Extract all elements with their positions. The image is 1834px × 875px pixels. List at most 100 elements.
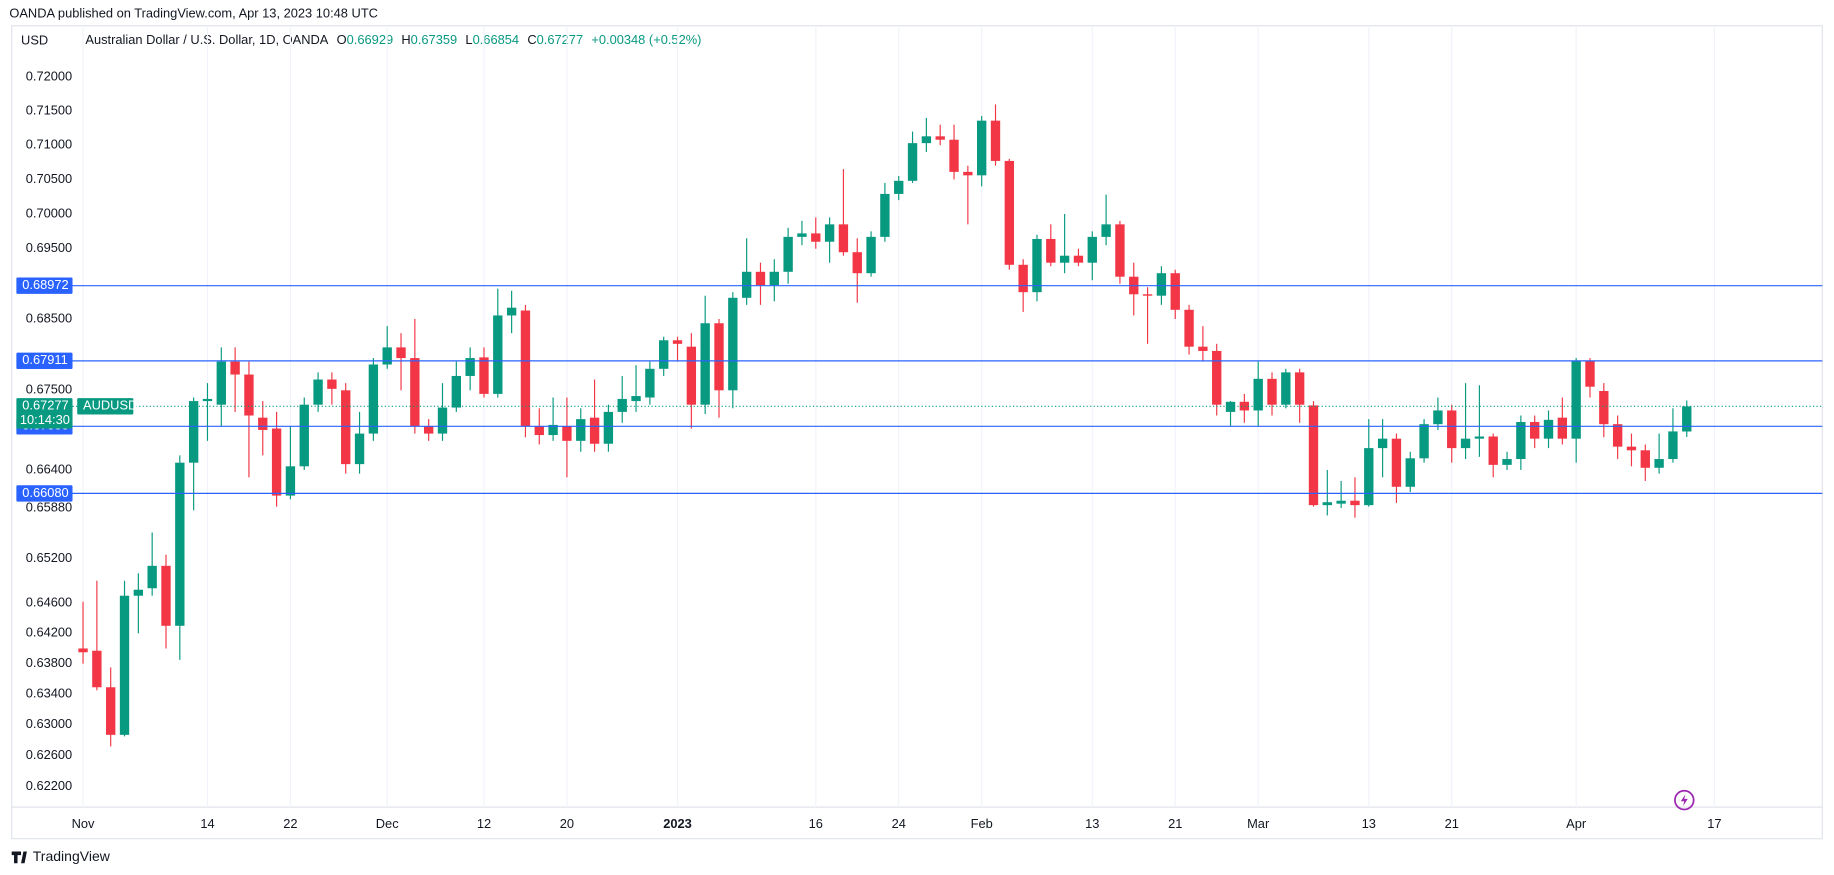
y-tick-label: 0.64600 bbox=[26, 595, 72, 610]
candle-body bbox=[1198, 346, 1208, 351]
price-label-box bbox=[16, 352, 73, 370]
candle-body bbox=[741, 271, 752, 298]
candle-body bbox=[1474, 436, 1485, 439]
candle-body bbox=[1308, 405, 1319, 506]
candle-body bbox=[1184, 309, 1194, 347]
y-tick-label: 0.70000 bbox=[26, 205, 72, 220]
brand-name: TradingView bbox=[33, 848, 111, 864]
candle-body bbox=[1419, 424, 1429, 459]
x-tick-label: 21 bbox=[1445, 816, 1459, 831]
candle-body bbox=[382, 347, 392, 365]
candle-body bbox=[271, 428, 282, 496]
y-tick-label: 0.63400 bbox=[26, 686, 72, 701]
candle-body bbox=[92, 650, 102, 688]
alert-icon[interactable] bbox=[1674, 789, 1695, 811]
candle-body bbox=[603, 411, 614, 444]
candle-body bbox=[907, 143, 918, 181]
candle-body bbox=[714, 323, 724, 391]
x-tick-label: 12 bbox=[477, 816, 491, 831]
candle-body bbox=[824, 224, 835, 242]
candle-body bbox=[935, 136, 945, 140]
price-label: 0.68972 bbox=[22, 277, 68, 292]
candle-body bbox=[852, 252, 862, 274]
candle-body bbox=[506, 307, 517, 316]
candle-body bbox=[396, 347, 406, 359]
candle-body bbox=[963, 171, 973, 176]
candle-body bbox=[880, 193, 890, 237]
y-tick-label: 0.68500 bbox=[26, 310, 72, 325]
candle-body bbox=[576, 419, 586, 441]
candle-body bbox=[1142, 294, 1153, 296]
legend-label: H bbox=[401, 32, 410, 47]
alert-circle[interactable] bbox=[1674, 789, 1695, 811]
candle-body bbox=[354, 433, 365, 465]
candle-body bbox=[811, 233, 821, 242]
candle-body bbox=[1294, 372, 1305, 405]
candle-body bbox=[921, 136, 932, 144]
candle-body bbox=[175, 462, 185, 626]
x-tick-label: Nov bbox=[72, 816, 95, 831]
candle-body bbox=[1433, 410, 1443, 425]
candle-body bbox=[423, 426, 434, 434]
candle-body bbox=[1115, 224, 1125, 277]
candle-body bbox=[728, 297, 738, 391]
candle-body bbox=[202, 398, 213, 402]
symbol-label: AUDUSD bbox=[83, 398, 137, 413]
candle-body bbox=[1488, 436, 1498, 465]
y-tick-label: 0.63000 bbox=[26, 716, 72, 731]
candle-body bbox=[1101, 224, 1111, 237]
candle-body bbox=[1322, 502, 1332, 506]
last-price-label: 0.67277 bbox=[22, 398, 68, 413]
candle-body bbox=[1073, 255, 1084, 263]
candle-body bbox=[1253, 378, 1263, 411]
symbol-box bbox=[77, 398, 134, 415]
candle-body bbox=[465, 358, 475, 376]
candle-body bbox=[437, 407, 448, 434]
candle-body bbox=[147, 565, 157, 589]
candle-body bbox=[106, 687, 116, 735]
legend: Australian Dollar / U.S. Dollar, 1D, OAN… bbox=[85, 32, 701, 47]
candle-body bbox=[78, 648, 88, 653]
candle-body bbox=[1530, 422, 1540, 439]
logo-icon bbox=[11, 851, 27, 864]
candle-body bbox=[1502, 459, 1512, 465]
candle-body bbox=[1377, 438, 1388, 449]
candle-body bbox=[133, 589, 144, 596]
x-tick-label: 13 bbox=[1085, 816, 1099, 831]
candle-body bbox=[1626, 446, 1637, 451]
candle-body bbox=[1612, 424, 1623, 447]
candle-body bbox=[285, 466, 296, 496]
candle-body bbox=[1004, 160, 1015, 265]
x-tick-label: 24 bbox=[892, 816, 906, 831]
candle-body bbox=[1557, 417, 1568, 439]
candle-body bbox=[1516, 422, 1526, 460]
candle-body bbox=[161, 565, 171, 626]
candle-body bbox=[216, 361, 226, 405]
candle-body bbox=[520, 310, 531, 427]
legend-change: +0.00348 (+0.52%) bbox=[591, 32, 701, 47]
y-tick-label: 0.64200 bbox=[26, 625, 72, 640]
candle-body bbox=[244, 374, 254, 416]
last-price-box bbox=[16, 398, 73, 429]
price-label-box bbox=[16, 485, 73, 502]
legend-value: 0.67277 bbox=[537, 32, 583, 47]
marks-layer bbox=[78, 104, 1692, 747]
candle-body bbox=[1460, 438, 1471, 449]
candle-body bbox=[534, 426, 544, 436]
candle-body bbox=[327, 379, 337, 389]
y-tick-label: 0.71000 bbox=[26, 137, 72, 152]
x-tick-label: 13 bbox=[1362, 816, 1376, 831]
candle-body bbox=[493, 315, 503, 394]
candle-body bbox=[451, 375, 462, 408]
candle-body bbox=[769, 271, 779, 286]
candle-body bbox=[1350, 500, 1360, 506]
legend-label: C bbox=[527, 32, 536, 47]
legend-value: 0.67359 bbox=[411, 32, 457, 47]
x-tick-label: Apr bbox=[1566, 816, 1587, 831]
candle-body bbox=[313, 379, 323, 405]
alert-bolt[interactable] bbox=[1680, 794, 1688, 806]
y-tick-label: 0.71500 bbox=[26, 103, 72, 118]
